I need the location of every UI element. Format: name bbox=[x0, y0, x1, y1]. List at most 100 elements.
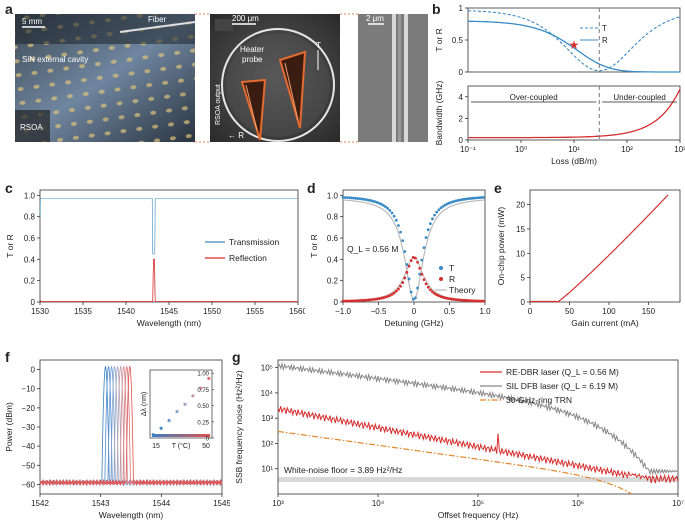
scale-bar-5mm: 5 mm bbox=[22, 17, 42, 26]
data-point-T bbox=[350, 196, 353, 200]
data-point-T bbox=[469, 197, 473, 200]
data-point-T bbox=[394, 218, 398, 222]
data-point-R bbox=[482, 299, 485, 303]
data-point-R bbox=[352, 299, 356, 303]
data-point-R bbox=[382, 296, 385, 300]
f-ytick-label: −10 bbox=[21, 385, 35, 394]
chart-b-top: 0 0.5 1 T or R ★ TR bbox=[434, 4, 681, 77]
g-xtick-label: 10⁷ bbox=[672, 499, 684, 508]
spectrum-line bbox=[39, 365, 223, 487]
power-line bbox=[530, 194, 669, 303]
f-ytick-label: 0 bbox=[31, 366, 36, 375]
data-point-R bbox=[445, 296, 449, 300]
inset-data-point bbox=[191, 394, 195, 398]
r-port-label: ← R bbox=[228, 131, 244, 140]
fiber-label: Fiber bbox=[148, 15, 167, 24]
data-point-T bbox=[405, 263, 409, 266]
legend-R-label: R bbox=[602, 36, 608, 45]
data-point-R bbox=[390, 293, 394, 296]
data-point-R bbox=[396, 287, 400, 291]
b-bottom-xtick-label: 10⁻¹ bbox=[460, 145, 476, 154]
data-point-R bbox=[365, 298, 368, 302]
data-point-T bbox=[343, 196, 347, 199]
data-point-R bbox=[354, 299, 358, 303]
b-top-ylabel: T or R bbox=[434, 28, 444, 51]
g-xtick-label: 10⁶ bbox=[572, 499, 584, 508]
b-bottom-ytick-label: 0 bbox=[459, 136, 464, 145]
inset-data-point bbox=[167, 418, 171, 423]
data-point-T bbox=[428, 222, 432, 225]
data-point-T bbox=[458, 198, 462, 202]
data-point-R bbox=[437, 294, 441, 298]
data-point-R bbox=[403, 276, 407, 280]
data-point-T bbox=[435, 210, 439, 214]
data-point-T bbox=[452, 200, 456, 203]
white-noise-annotation: White-noise floor = 3.89 Hz²/Hz bbox=[284, 465, 402, 475]
data-point-R bbox=[454, 298, 458, 302]
heater-label: Heater bbox=[240, 45, 264, 54]
c-xtick-label: 1540 bbox=[117, 307, 135, 316]
legend-re-dbr-label: RE-DBR laser (Q_L = 0.56 M) bbox=[506, 367, 619, 377]
data-point-T bbox=[356, 197, 360, 200]
data-point-R bbox=[428, 288, 432, 292]
f-xtick-label: 1542 bbox=[31, 499, 49, 508]
g-ytick-label: 10² bbox=[261, 439, 273, 448]
data-point-T bbox=[473, 196, 477, 200]
panel-letter-c: c bbox=[5, 180, 13, 196]
data-point-T bbox=[422, 246, 426, 249]
c-ytick-label: 0 bbox=[31, 298, 36, 307]
inset-data-point bbox=[151, 433, 155, 437]
data-point-T bbox=[341, 195, 345, 199]
data-point-T bbox=[414, 296, 417, 300]
c-ytick-label: 0.4 bbox=[24, 255, 36, 264]
g-xtick-label: 10⁴ bbox=[372, 499, 385, 508]
under-coupled-label: Under-coupled bbox=[613, 93, 665, 102]
white-noise-floor-band bbox=[278, 477, 678, 483]
data-point-T bbox=[365, 198, 368, 202]
data-point-R bbox=[471, 299, 475, 303]
data-point-R bbox=[343, 299, 347, 303]
data-point-R bbox=[345, 299, 349, 303]
g-ytick-label: 10⁴ bbox=[261, 389, 274, 398]
g-ytick-label: 10³ bbox=[261, 414, 273, 423]
data-point-R bbox=[350, 299, 353, 303]
data-point-T bbox=[431, 217, 434, 221]
e-ytick-label: 15 bbox=[516, 225, 525, 234]
inset-ytick-label: 0.25 bbox=[197, 420, 209, 426]
panel-letter-a: a bbox=[5, 1, 13, 17]
d-ytick-label: 0.6 bbox=[327, 234, 339, 243]
inset-data-point bbox=[175, 409, 179, 414]
legend-trn-label: 30-GHz-ring TRN bbox=[506, 395, 572, 405]
g-xtick-label: 10³ bbox=[272, 499, 284, 508]
e-axes-frame bbox=[529, 189, 681, 303]
legend-T-label: T bbox=[602, 24, 607, 33]
data-point-T bbox=[424, 236, 428, 239]
trn-line bbox=[277, 430, 632, 495]
c-ytick-label: 0.8 bbox=[24, 213, 36, 222]
data-point-T bbox=[454, 199, 458, 203]
b-bottom-xtick-label: 10⁰ bbox=[515, 145, 527, 154]
chart-d: −1.0 −0.5 0 0.5 1.0 0 0.2 0.4 0.6 0.8 1.0 T or R Det… bbox=[309, 189, 491, 328]
data-point-R bbox=[384, 295, 387, 299]
b-top-ytick-label: 1 bbox=[459, 4, 464, 13]
data-point-T bbox=[347, 196, 351, 200]
data-point-T bbox=[354, 196, 358, 200]
d-xtick-label: 0 bbox=[412, 307, 417, 316]
d-ytick-label: 0.2 bbox=[327, 277, 339, 286]
data-point-T bbox=[345, 196, 349, 200]
data-point-R bbox=[435, 293, 439, 297]
d-xtick-label: 0.5 bbox=[444, 307, 456, 316]
c-ytick-label: 1.0 bbox=[24, 191, 36, 200]
scale-bar-2um: 2 μm bbox=[366, 14, 384, 23]
c-xtick-label: 1530 bbox=[31, 307, 49, 316]
data-point-R bbox=[373, 297, 377, 301]
inset-x1-label: 50 bbox=[202, 443, 210, 450]
c-xtick-label: 1550 bbox=[203, 307, 221, 316]
data-point-T bbox=[477, 196, 481, 200]
inset-ylabel: Δλ (nm) bbox=[141, 392, 148, 417]
f-ylabel: Power (dBm) bbox=[4, 402, 14, 452]
data-point-T bbox=[460, 198, 464, 201]
data-point-T bbox=[358, 197, 362, 201]
rsoa-output-label: RSOA output bbox=[215, 84, 222, 125]
series-T-line bbox=[467, 10, 681, 72]
